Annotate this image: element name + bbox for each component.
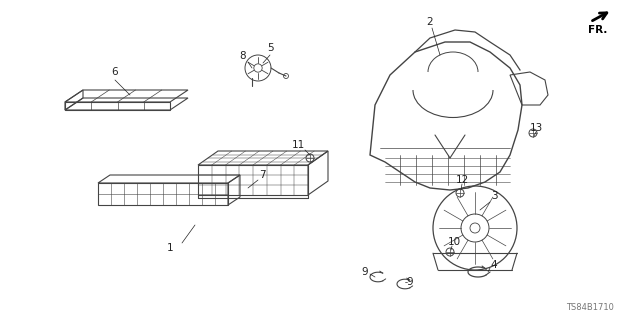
Text: 2: 2 bbox=[427, 17, 433, 27]
Text: 1: 1 bbox=[166, 243, 173, 253]
Text: 12: 12 bbox=[456, 175, 468, 185]
Text: 3: 3 bbox=[491, 191, 497, 201]
Text: 10: 10 bbox=[447, 237, 461, 247]
Text: 4: 4 bbox=[491, 260, 497, 270]
Text: FR.: FR. bbox=[588, 25, 607, 35]
Text: 9: 9 bbox=[406, 277, 413, 287]
Text: 7: 7 bbox=[259, 170, 266, 180]
Text: 6: 6 bbox=[112, 67, 118, 77]
Text: 9: 9 bbox=[362, 267, 368, 277]
Text: TS84B1710: TS84B1710 bbox=[566, 303, 614, 313]
Text: 11: 11 bbox=[291, 140, 305, 150]
Text: 13: 13 bbox=[529, 123, 543, 133]
Text: 5: 5 bbox=[267, 43, 273, 53]
Text: 8: 8 bbox=[240, 51, 246, 61]
